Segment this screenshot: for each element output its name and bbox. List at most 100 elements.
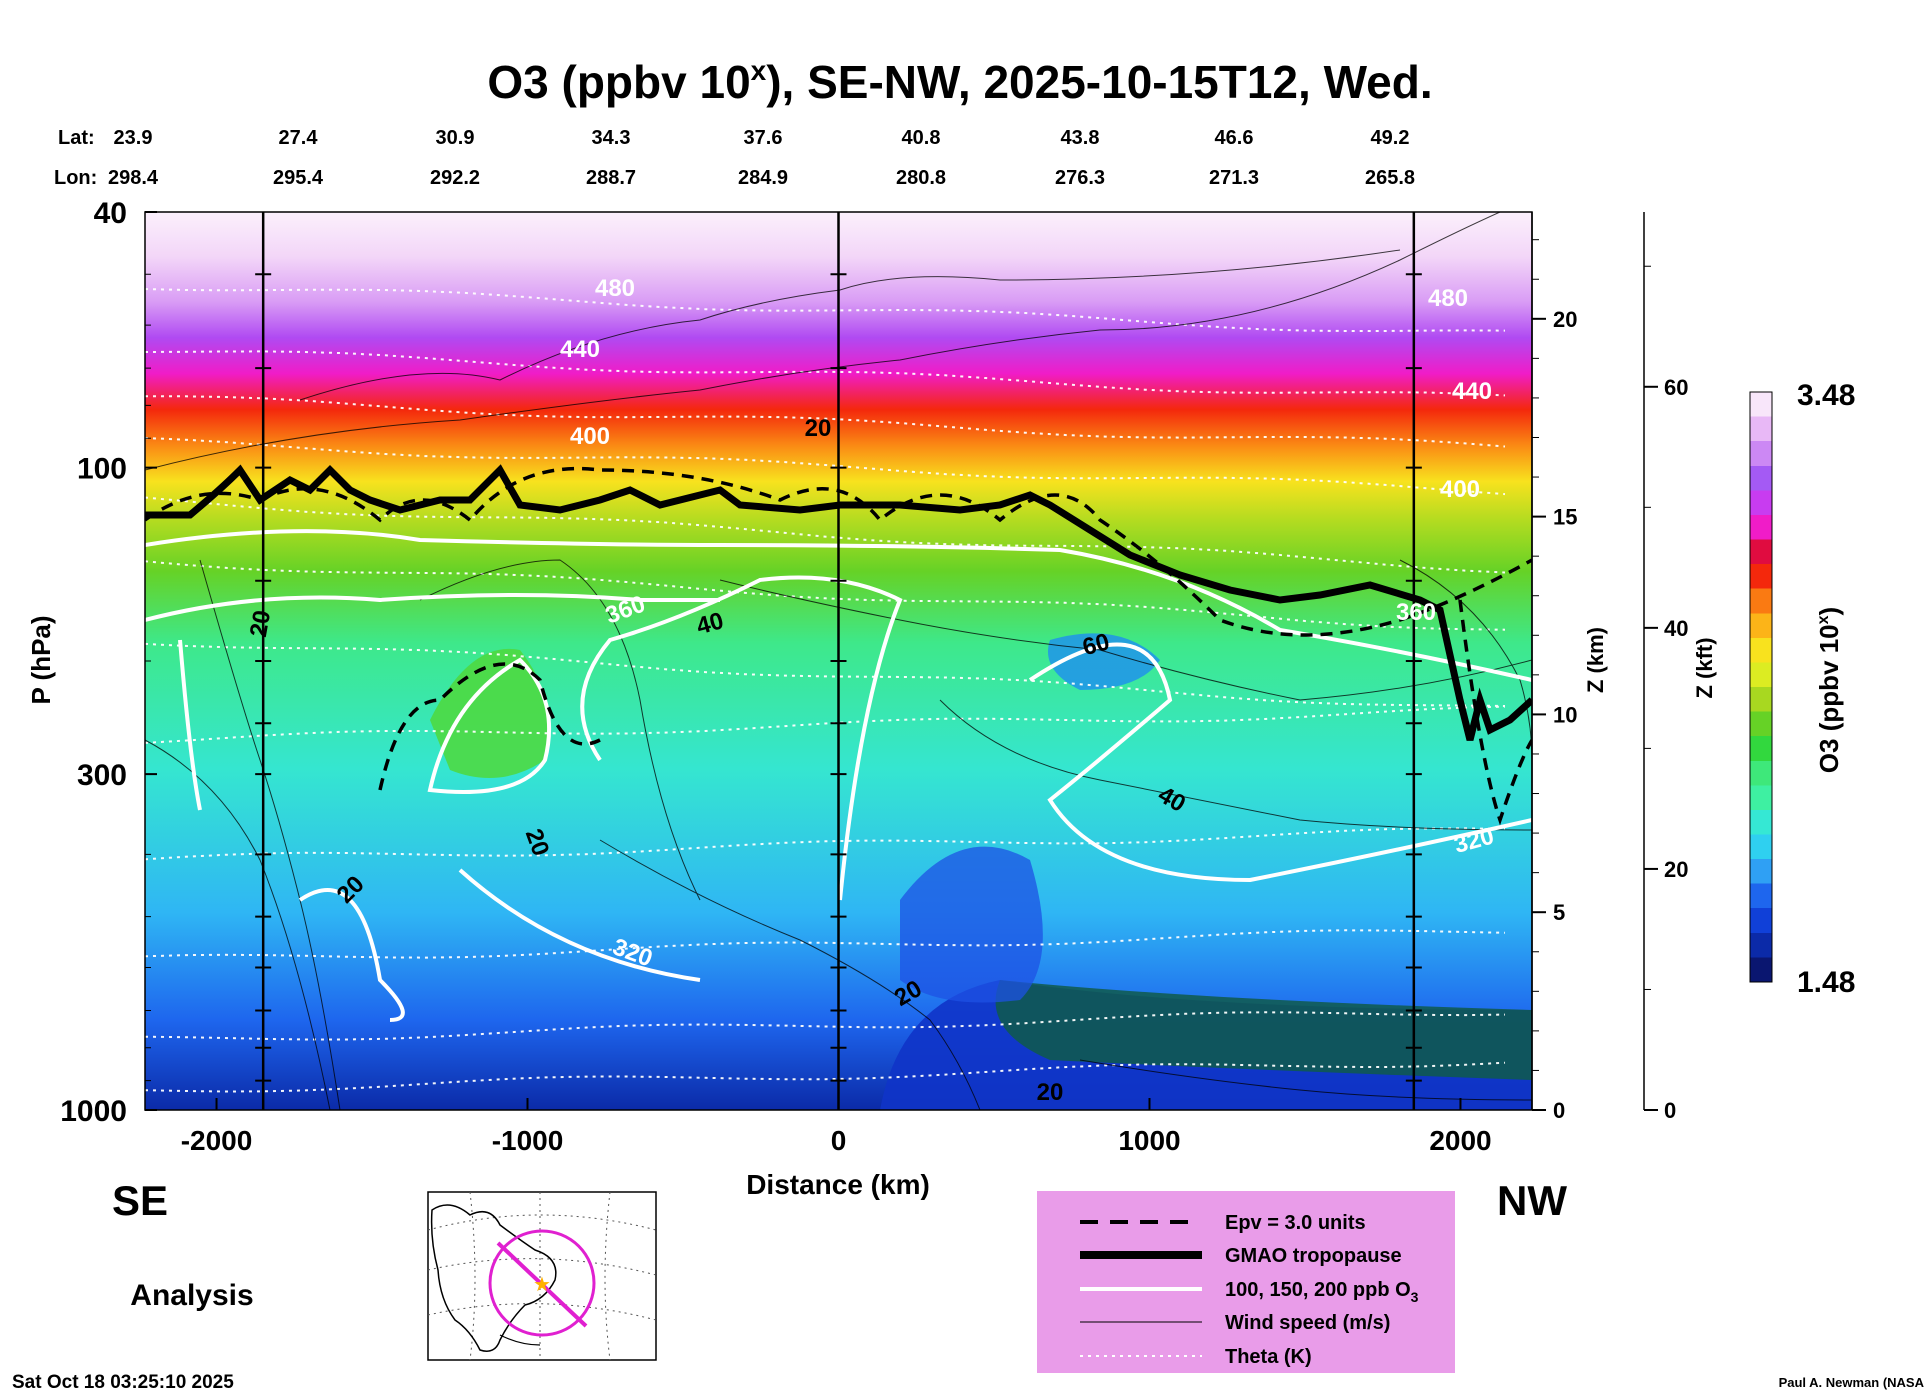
direction-se: SE — [112, 1177, 168, 1224]
gmao-tropopause-line — [145, 464, 1532, 741]
x-tick-label: 0 — [831, 1125, 847, 1156]
lat-value: 27.4 — [279, 127, 319, 149]
wind-label: 20 — [805, 415, 832, 442]
title-superscript: x — [751, 55, 767, 86]
lat-row-label: Lat: — [58, 127, 95, 149]
chart-title: O3 (ppbv 10x), SE-NW, 2025-10-15T12, Wed… — [487, 55, 1432, 108]
theta-isentrope — [145, 437, 1506, 496]
z-km-axis: 0 5 10 15 20 — [1531, 212, 1577, 1123]
theta-contours — [145, 288, 1506, 1093]
theta-isentrope — [145, 1061, 1506, 1093]
wind-speed-isotach — [299, 249, 1401, 401]
z-km-tick-label: 20 — [1553, 307, 1577, 332]
direction-nw: NW — [1497, 1177, 1567, 1224]
z-km-tick-label: 10 — [1553, 702, 1577, 727]
wind-speed-isotach — [1399, 559, 1532, 761]
legend-ozone-label: 100, 150, 200 ppb O3 — [1225, 1279, 1419, 1305]
ozone-ppb-contours — [145, 529, 1532, 1022]
theta-isentrope — [145, 705, 1506, 744]
y-tick-label: 1000 — [60, 1095, 127, 1128]
wind-speed-isotach — [1079, 1059, 1532, 1101]
colorbar: 3.48 1.48 O3 (ppbv 10x) — [1749, 379, 1855, 999]
z-kft-tick-label: 20 — [1664, 857, 1688, 882]
theta-label: 440 — [560, 336, 600, 363]
x-tick-label: -1000 — [492, 1125, 564, 1156]
theta-label: 360 — [1396, 599, 1436, 626]
lon-value: 292.2 — [430, 167, 480, 189]
analysis-label: Analysis — [130, 1279, 253, 1312]
z-km-tick-label: 15 — [1553, 505, 1577, 530]
theta-isentrope — [145, 1011, 1506, 1041]
lon-value: 284.9 — [738, 167, 788, 189]
theta-isentrope — [145, 395, 1506, 448]
lat-value: 43.8 — [1061, 127, 1100, 149]
lon-value: 280.8 — [896, 167, 946, 189]
x-axis: -2000 -1000 0 1000 2000 — [181, 1098, 1492, 1156]
x-tick-label: 1000 — [1118, 1125, 1180, 1156]
lon-value: 288.7 — [586, 167, 636, 189]
wind-speed-isotach — [939, 699, 1532, 831]
theta-isentrope — [145, 560, 1506, 631]
theta-label: 400 — [1440, 476, 1480, 503]
wind-speed-isotach — [145, 212, 1501, 471]
lat-value: 30.9 — [436, 127, 475, 149]
colorbar-label: O3 (ppbv 10x) — [1814, 607, 1844, 773]
footer-timestamp: Sat Oct 18 03:25:10 2025 — [12, 1372, 234, 1393]
wind-label: 20 — [1037, 1079, 1064, 1106]
lat-value: 40.8 — [902, 127, 941, 149]
z-km-axis-label: Z (km) — [1583, 627, 1608, 693]
wind-speed-isotach — [599, 839, 981, 1110]
y-tick-label: 300 — [77, 759, 127, 792]
legend-theta-label: Theta (K) — [1225, 1346, 1312, 1368]
wind-speed-isotach — [419, 559, 701, 901]
colorbar-label-main: O3 (ppbv 10 — [1814, 624, 1844, 773]
x-tick-label: -2000 — [181, 1125, 253, 1156]
footer-credit: Paul A. Newman (NASA — [1779, 1375, 1925, 1390]
theta-label: 400 — [570, 423, 610, 450]
lat-value: 37.6 — [744, 127, 783, 149]
lon-value: 295.4 — [273, 167, 324, 189]
wind-label: 20 — [245, 608, 276, 639]
theta-isentrope — [145, 929, 1506, 959]
theta-isentrope — [145, 496, 1506, 574]
wind-speed-isotach — [719, 579, 1532, 701]
z-kft-tick-label: 60 — [1664, 375, 1688, 400]
z-kft-axis-label: Z (kft) — [1692, 637, 1717, 698]
lat-value: 23.9 — [114, 127, 153, 149]
lat-value: 34.3 — [592, 127, 631, 149]
north-america-map-icon: ★ — [427, 1191, 657, 1361]
theta-label: 480 — [595, 275, 635, 302]
legend-wind-label: Wind speed (m/s) — [1225, 1312, 1390, 1334]
lon-row-label: Lon: — [54, 167, 97, 189]
z-kft-tick-label: 40 — [1664, 616, 1688, 641]
legend-tropopause-label: GMAO tropopause — [1225, 1245, 1402, 1267]
map-center-star-icon: ★ — [533, 1274, 551, 1296]
theta-label: 440 — [1452, 378, 1492, 405]
colorbar-label-sup: x — [1815, 615, 1832, 624]
lon-value: 265.8 — [1365, 167, 1415, 189]
theta-isentrope — [145, 642, 1506, 707]
title-rest: ), SE-NW, 2025-10-15T12, Wed. — [766, 56, 1432, 108]
lon-value: 276.3 — [1055, 167, 1105, 189]
lat-value: 49.2 — [1371, 127, 1410, 149]
theta-isentrope — [145, 827, 1506, 861]
theta-isentrope — [145, 288, 1506, 332]
map-range-ring — [488, 1229, 596, 1337]
z-km-tick-label: 0 — [1553, 1098, 1565, 1123]
section-path-line — [496, 1241, 588, 1328]
lon-value: 271.3 — [1209, 167, 1259, 189]
colorbar-label-rest: ) — [1814, 607, 1844, 616]
lat-value: 46.6 — [1215, 127, 1254, 149]
legend: Epv = 3.0 units GMAO tropopause 100, 150… — [1037, 1191, 1455, 1373]
y-tick-label: 40 — [94, 197, 127, 230]
colorbar-min-label: 1.48 — [1797, 966, 1855, 999]
y-axis-label: P (hPa) — [26, 615, 56, 704]
vertical-marker-lines — [255, 212, 1422, 1110]
legend-ozone-sub: 3 — [1411, 1289, 1419, 1305]
epv-contours — [145, 466, 1532, 826]
z-kft-axis: 0 20 40 60 — [1643, 212, 1688, 1123]
colorbar-scale — [1749, 391, 1773, 983]
wind-speed-isotach — [199, 559, 341, 1110]
z-kft-tick-label: 0 — [1664, 1098, 1676, 1123]
